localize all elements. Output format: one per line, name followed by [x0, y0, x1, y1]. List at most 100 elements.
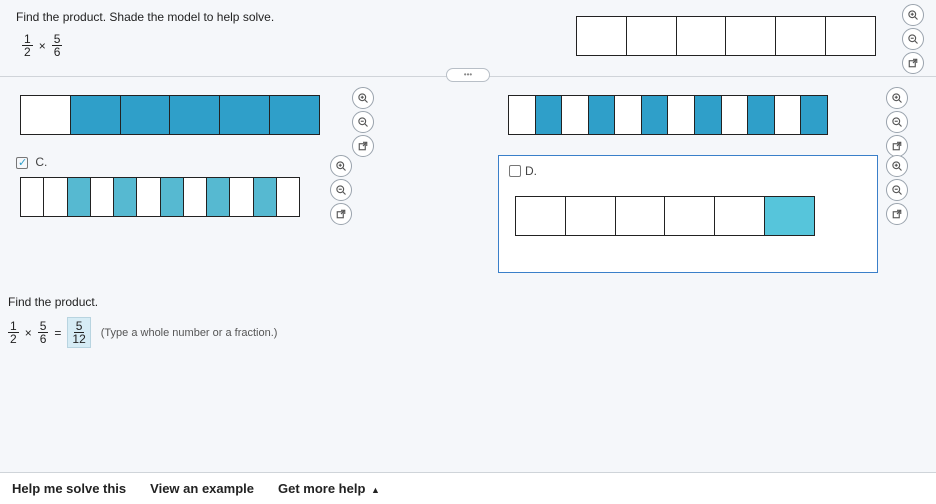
zoom-in-icon[interactable] — [902, 4, 924, 26]
model-cell[interactable] — [726, 17, 776, 55]
option-c-label[interactable]: C. — [16, 155, 468, 169]
model-cell[interactable] — [776, 17, 826, 55]
model-cell[interactable] — [775, 96, 802, 134]
zoom-out-icon[interactable] — [330, 179, 352, 201]
model-cell[interactable] — [748, 96, 775, 134]
model-cell[interactable] — [184, 178, 207, 216]
zoom-in-icon[interactable] — [886, 87, 908, 109]
model-cell[interactable] — [668, 96, 695, 134]
help-me-solve-link[interactable]: Help me solve this — [12, 481, 126, 496]
zoom-out-icon[interactable] — [352, 111, 374, 133]
model-cell[interactable] — [277, 178, 299, 216]
model-cell[interactable] — [91, 178, 114, 216]
model-cell[interactable] — [722, 96, 749, 134]
equals-op: = — [52, 326, 63, 340]
option-d-model[interactable] — [515, 196, 815, 236]
answer-hint: (Type a whole number or a fraction.) — [101, 327, 278, 339]
model-cell[interactable] — [161, 178, 184, 216]
model-cell[interactable] — [616, 197, 666, 235]
zoom-in-icon[interactable] — [886, 155, 908, 177]
model-cell[interactable] — [44, 178, 67, 216]
option-b-model[interactable] — [508, 95, 828, 135]
option-d-label[interactable]: D. — [509, 164, 867, 178]
option-d-radio[interactable] — [509, 165, 521, 177]
option-a-model[interactable] — [20, 95, 320, 135]
options-row-1 — [16, 87, 920, 135]
popout-icon[interactable] — [330, 203, 352, 225]
answer-input[interactable]: 5 12 — [67, 317, 90, 348]
model-cell[interactable] — [137, 178, 160, 216]
model-cell[interactable] — [207, 178, 230, 216]
option-b-tools — [886, 87, 908, 157]
model-cell[interactable] — [801, 96, 827, 134]
model-cell[interactable] — [562, 96, 589, 134]
question-text-block: Find the product. Shade the model to hel… — [16, 10, 274, 58]
model-cell[interactable] — [170, 96, 220, 134]
top-model-wrap — [576, 16, 876, 56]
model-cell[interactable] — [536, 96, 563, 134]
question-section: Find the product. Shade the model to hel… — [0, 0, 936, 77]
model-cell[interactable] — [665, 197, 715, 235]
popout-icon[interactable] — [352, 135, 374, 157]
option-d-box[interactable]: D. — [498, 155, 878, 273]
model-cell[interactable] — [270, 96, 319, 134]
view-example-link[interactable]: View an example — [150, 481, 254, 496]
get-more-help-text: Get more help — [278, 481, 365, 496]
zoom-out-icon[interactable] — [902, 28, 924, 50]
caret-up-icon: ▲ — [371, 485, 380, 495]
popout-icon[interactable] — [886, 203, 908, 225]
model-cell[interactable] — [509, 96, 536, 134]
get-more-help-link[interactable]: Get more help ▲ — [278, 481, 380, 496]
option-b-panel — [468, 87, 920, 135]
option-a-panel — [16, 87, 468, 135]
blank-model[interactable] — [576, 16, 876, 56]
model-cell[interactable] — [220, 96, 270, 134]
options-row-2: C. D. — [16, 155, 920, 273]
model-cell[interactable] — [642, 96, 669, 134]
model-cell[interactable] — [615, 96, 642, 134]
answer-fraction-2: 5 6 — [38, 320, 49, 345]
answer-fraction-1: 1 2 — [8, 320, 19, 345]
option-c-tools — [330, 155, 352, 225]
problem-expression: 1 2 × 5 6 — [22, 33, 62, 58]
zoom-in-icon[interactable] — [330, 155, 352, 177]
top-model-tools — [902, 4, 924, 74]
answer-section: Find the product. 1 2 × 5 6 = 5 12 (Type… — [0, 293, 936, 356]
answer-op: × — [23, 326, 34, 340]
model-cell[interactable] — [230, 178, 253, 216]
model-cell[interactable] — [627, 17, 677, 55]
model-cell[interactable] — [566, 197, 616, 235]
collapse-handle[interactable]: ••• — [446, 68, 490, 82]
model-cell[interactable] — [21, 178, 44, 216]
fraction-1: 1 2 — [22, 33, 33, 58]
model-cell[interactable] — [677, 17, 727, 55]
model-cell[interactable] — [695, 96, 722, 134]
option-a-tools — [352, 87, 374, 157]
answer-prompt: Find the product. — [8, 295, 920, 309]
model-cell[interactable] — [715, 197, 765, 235]
option-d-panel: D. — [468, 155, 920, 273]
model-cell[interactable] — [577, 17, 627, 55]
popout-icon[interactable] — [902, 52, 924, 74]
model-cell[interactable] — [516, 197, 566, 235]
zoom-out-icon[interactable] — [886, 179, 908, 201]
footer-bar: Help me solve this View an example Get m… — [0, 472, 936, 504]
zoom-in-icon[interactable] — [352, 87, 374, 109]
instruction-text: Find the product. Shade the model to hel… — [16, 10, 274, 24]
model-cell[interactable] — [121, 96, 171, 134]
fraction-2: 5 6 — [52, 33, 63, 58]
model-cell[interactable] — [114, 178, 137, 216]
model-cell[interactable] — [68, 178, 91, 216]
zoom-out-icon[interactable] — [886, 111, 908, 133]
model-cell[interactable] — [765, 197, 814, 235]
option-d-label-text: D. — [525, 164, 537, 178]
model-cell[interactable] — [826, 17, 875, 55]
popout-icon[interactable] — [886, 135, 908, 157]
model-cell[interactable] — [589, 96, 616, 134]
model-cell[interactable] — [71, 96, 121, 134]
model-cell[interactable] — [254, 178, 277, 216]
multiply-op: × — [37, 39, 48, 53]
model-cell[interactable] — [21, 96, 71, 134]
option-c-radio[interactable] — [16, 157, 28, 169]
option-c-model[interactable] — [20, 177, 300, 217]
